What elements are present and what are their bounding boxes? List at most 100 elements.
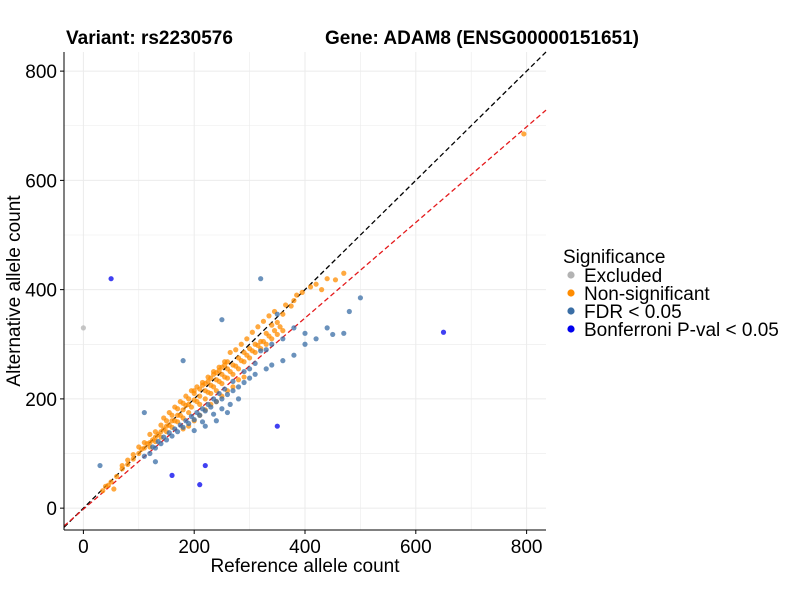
- point-non-significant: [283, 302, 289, 308]
- point-fdr-0-05: [324, 325, 330, 331]
- point-non-significant: [114, 473, 120, 480]
- point-fdr-0-05: [227, 401, 233, 407]
- point-non-significant: [130, 456, 136, 462]
- legend-label: Non-significant: [584, 284, 710, 305]
- legend-swatch: [567, 289, 575, 297]
- point-non-significant: [144, 441, 150, 447]
- point-fdr-0-05: [219, 396, 225, 402]
- point-fdr-0-05: [280, 358, 286, 364]
- y-tick-label: 800: [25, 62, 57, 83]
- point-fdr-0-05: [302, 341, 308, 347]
- point-fdr-0-05: [141, 453, 147, 459]
- point-bonferroni-p-val-0-05: [440, 329, 447, 335]
- point-non-significant: [180, 407, 186, 413]
- point-fdr-0-05: [177, 422, 183, 428]
- point-non-significant: [307, 284, 314, 290]
- x-tick-label: 0: [78, 537, 89, 558]
- point-non-significant: [294, 292, 300, 298]
- point-non-significant: [119, 462, 125, 469]
- point-non-significant: [125, 461, 131, 468]
- axis-ticks: 0 200 400 600 800 0 200 400 600 800: [25, 62, 542, 558]
- point-non-significant: [238, 358, 244, 364]
- point-fdr-0-05: [269, 362, 275, 368]
- point-fdr-0-05: [346, 308, 352, 315]
- point-non-significant: [138, 446, 145, 452]
- point-fdr-0-05: [180, 358, 186, 364]
- point-non-significant: [158, 422, 164, 428]
- point-non-significant: [260, 318, 267, 324]
- legend-label: Bonferroni P-val < 0.05: [584, 320, 779, 341]
- point-non-significant: [277, 324, 283, 330]
- variant-title: Variant: rs2230576: [66, 28, 233, 49]
- point-non-significant: [266, 333, 272, 339]
- point-fdr-0-05: [224, 409, 231, 416]
- point-fdr-0-05: [161, 434, 167, 440]
- point-non-significant: [230, 384, 236, 390]
- point-fdr-0-05: [252, 360, 258, 366]
- point-non-significant: [183, 402, 189, 409]
- point-fdr-0-05: [219, 406, 225, 412]
- point-fdr-0-05: [213, 418, 219, 424]
- point-fdr-0-05: [205, 401, 211, 407]
- point-non-significant: [227, 349, 233, 356]
- point-non-significant: [216, 378, 222, 385]
- point-non-significant: [255, 342, 261, 348]
- point-non-significant: [186, 396, 192, 402]
- point-fdr-0-05: [155, 438, 161, 445]
- point-fdr-0-05: [269, 341, 275, 347]
- point-fdr-0-05: [280, 336, 286, 342]
- point-non-significant: [274, 319, 280, 326]
- point-non-significant: [313, 281, 319, 287]
- point-non-significant: [269, 322, 275, 328]
- point-non-significant: [174, 406, 181, 412]
- point-non-significant: [155, 431, 161, 437]
- point-non-significant: [205, 378, 211, 385]
- point-fdr-0-05: [147, 450, 153, 457]
- x-tick-label: 400: [289, 537, 321, 558]
- legend-title: Significance: [563, 247, 665, 268]
- point-fdr-0-05: [291, 352, 297, 358]
- point-non-significant: [249, 329, 255, 335]
- point-fdr-0-05: [194, 409, 200, 416]
- point-fdr-0-05: [330, 331, 336, 338]
- point-non-significant: [222, 374, 228, 380]
- point-non-significant: [274, 331, 280, 338]
- point-non-significant: [205, 389, 211, 395]
- point-fdr-0-05: [166, 430, 172, 436]
- point-fdr-0-05: [210, 396, 217, 402]
- point-non-significant: [216, 367, 222, 374]
- point-fdr-0-05: [97, 462, 103, 469]
- point-non-significant: [288, 303, 294, 309]
- point-non-significant: [332, 277, 339, 283]
- point-non-significant: [161, 426, 167, 432]
- legend-swatch: [567, 271, 575, 279]
- point-non-significant: [319, 287, 325, 293]
- gene-title: Gene: ADAM8 (ENSG00000151651): [325, 28, 639, 49]
- point-non-significant: [210, 384, 217, 390]
- point-non-significant: [150, 437, 156, 443]
- point-fdr-0-05: [210, 411, 217, 417]
- x-axis-title: Reference allele count: [210, 556, 400, 577]
- point-non-significant: [191, 388, 197, 394]
- point-non-significant: [102, 483, 109, 489]
- point-non-significant: [210, 371, 217, 377]
- point-non-significant: [172, 418, 178, 424]
- point-fdr-0-05: [246, 375, 253, 381]
- point-non-significant: [244, 336, 250, 342]
- point-fdr-0-05: [150, 444, 156, 450]
- x-tick-label: 600: [400, 537, 432, 558]
- point-non-significant: [521, 131, 527, 137]
- point-fdr-0-05: [241, 368, 247, 375]
- point-non-significant: [197, 393, 203, 399]
- legend-swatch: [567, 325, 575, 333]
- point-fdr-0-05: [199, 419, 206, 425]
- point-non-significant: [188, 404, 195, 410]
- point-fdr-0-05: [188, 413, 195, 419]
- point-non-significant: [249, 348, 255, 354]
- point-fdr-0-05: [252, 371, 258, 377]
- y-tick-label: 0: [46, 499, 57, 520]
- point-non-significant: [163, 418, 170, 424]
- point-non-significant: [280, 328, 286, 334]
- point-bonferroni-p-val-0-05: [274, 423, 280, 429]
- point-fdr-0-05: [274, 311, 280, 317]
